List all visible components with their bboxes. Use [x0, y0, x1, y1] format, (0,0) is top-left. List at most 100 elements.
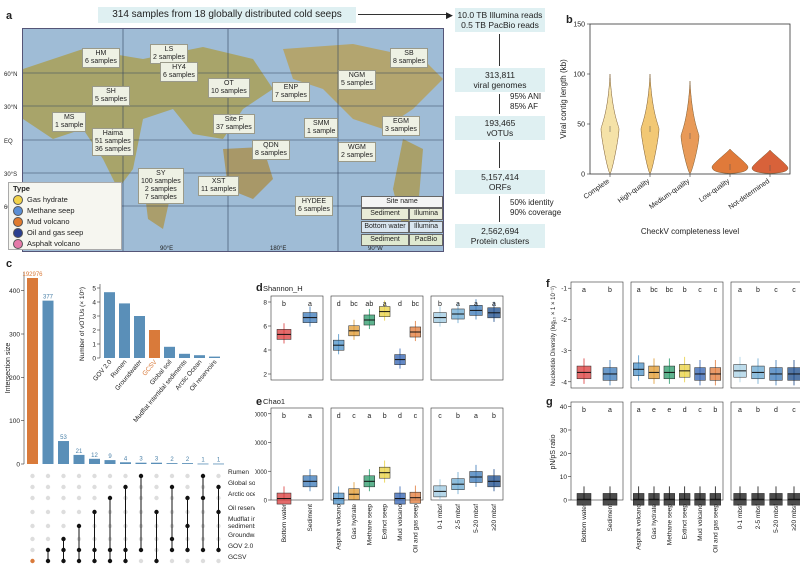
- intersection-bar: [104, 460, 116, 464]
- y-tick-label: 0: [563, 498, 567, 505]
- site-label-wgm: WGM 2 samples: [338, 142, 376, 162]
- matrix-dot: [76, 484, 82, 490]
- inset-y-tick-label: 0: [92, 356, 96, 363]
- y-tick-label: 20000: [255, 441, 268, 447]
- x-tick-label: 2-5 mbsf: [455, 504, 462, 529]
- significance-letter: a: [637, 407, 641, 414]
- y-tick-label: -4: [561, 379, 567, 386]
- flow-arrow: [499, 196, 500, 222]
- significance-letter: b: [713, 407, 717, 414]
- x-tick-label: Oil and gas seep: [412, 504, 419, 553]
- site-key-type: Sediment: [361, 234, 409, 246]
- panel-label-g: g: [546, 396, 553, 408]
- matrix-dot: [61, 473, 66, 479]
- inset-y-tick-label: 1: [92, 342, 96, 349]
- bar-label: 3: [155, 457, 159, 463]
- y-tick-label: 0: [16, 462, 20, 469]
- significance-letter: a: [367, 413, 371, 420]
- bar-label: 1: [201, 458, 205, 464]
- inset-bar: [179, 353, 190, 358]
- violin: [600, 73, 620, 174]
- site-label-ngm: NGM 5 samples: [338, 70, 376, 90]
- significance-letter: c: [792, 287, 796, 294]
- matrix-row-label: GOV 2.0: [228, 543, 254, 550]
- x-tick-label: 5-20 mbsf: [773, 504, 780, 533]
- site-label-haima: Haima 51 samples 36 samples: [92, 128, 134, 156]
- x-tick-label: Bottom water: [581, 503, 588, 542]
- legend-item: Gas hydrate: [9, 194, 121, 205]
- y-tick-label: 20: [560, 451, 568, 458]
- y-axis-label: Intersection size: [5, 343, 12, 394]
- legend-label: Asphalt volcano: [27, 239, 80, 248]
- site-label-enp: ENP 7 samples: [272, 82, 310, 102]
- site-key: Site name Sediment Illumina Bottom water Il…: [361, 196, 443, 248]
- facet-frame: [330, 295, 424, 381]
- x-tick-label: Sediment: [607, 504, 614, 532]
- intersection-bar: [135, 462, 147, 464]
- legend-label: Mud volcano: [27, 217, 70, 226]
- site-label-xst: XST 11 samples: [198, 176, 240, 196]
- significance-letter: a: [608, 407, 612, 414]
- intersection-bar: [213, 463, 224, 465]
- x-tick-label: Methane seep: [366, 504, 373, 546]
- matrix-dot: [61, 523, 66, 529]
- matrix-row-label: Rumen: [228, 469, 249, 476]
- significance-letter: a: [383, 301, 387, 308]
- matrix-row-label: Global soil: [228, 480, 255, 487]
- x-tick-label: Not-determined: [728, 178, 772, 211]
- lon-label: 180°E: [270, 246, 287, 252]
- matrix-dot: [30, 523, 35, 529]
- inset-y-tick-label: 4: [92, 300, 96, 307]
- x-tick-label: 0-1 mbsf: [737, 504, 744, 529]
- flow-box: 5,157,414 ORFs: [455, 170, 545, 194]
- matrix-dot: [61, 509, 66, 515]
- legend-swatch: [13, 216, 23, 227]
- site-key-type: Sediment: [361, 208, 409, 220]
- legend-item: Mud volcano: [9, 216, 121, 227]
- x-tick-label: Mud volcano: [397, 504, 404, 541]
- inset-y-tick-label: 3: [92, 314, 96, 321]
- inset-y-tick-label: 2: [92, 328, 96, 335]
- significance-letter: d: [398, 413, 402, 420]
- site-label-qdn: QDN 8 samples: [252, 140, 290, 160]
- flow-box: 10.0 TB Illumina reads 0.5 TB PacBio read…: [455, 8, 545, 32]
- significance-letter: d: [774, 407, 778, 414]
- matrix-dot: [216, 473, 221, 479]
- intersection-bar: [197, 463, 209, 465]
- site-label-smm: SMM 1 sample: [304, 118, 339, 138]
- y-tick-label: 50: [577, 122, 585, 129]
- y-tick-label: 2: [263, 372, 267, 379]
- violin: [751, 149, 789, 174]
- y-tick-label: 6: [263, 324, 267, 331]
- site-label-hy4: HY4 6 samples: [160, 62, 198, 82]
- bar-label: 1: [217, 458, 221, 464]
- panel-label-d: d: [256, 282, 263, 294]
- significance-letter: b: [456, 413, 460, 420]
- matrix-dot: [216, 558, 221, 564]
- significance-letter: c: [698, 287, 702, 294]
- site-label-ms: MS 1 sample: [52, 112, 87, 132]
- site-key-title: Site name: [361, 196, 443, 208]
- significance-letter: c: [414, 413, 418, 420]
- matrix-dot: [30, 536, 35, 542]
- significance-letter: ab: [365, 301, 373, 308]
- facet-frame: [570, 281, 624, 389]
- significance-letter: b: [756, 407, 760, 414]
- panel-label-e: e: [256, 396, 263, 408]
- intersection-bar: [27, 278, 38, 464]
- inset-y-tick-label: 5: [92, 286, 96, 293]
- facet-frame: [430, 295, 504, 381]
- y-tick-label: 4: [263, 348, 267, 355]
- site-label-site-f: Site F 37 samples: [213, 114, 255, 134]
- bar-label: 4: [124, 456, 128, 462]
- intersection-bar: [166, 463, 178, 464]
- bar-label: 377: [43, 295, 54, 301]
- y-tick-label: 40: [560, 404, 568, 411]
- significance-letter: b: [582, 407, 586, 414]
- matrix-dot: [107, 484, 113, 490]
- site-label-hydee: HYDEE 6 samples: [295, 196, 333, 216]
- intersection-bar: [89, 458, 100, 464]
- matrix-dot: [45, 495, 51, 501]
